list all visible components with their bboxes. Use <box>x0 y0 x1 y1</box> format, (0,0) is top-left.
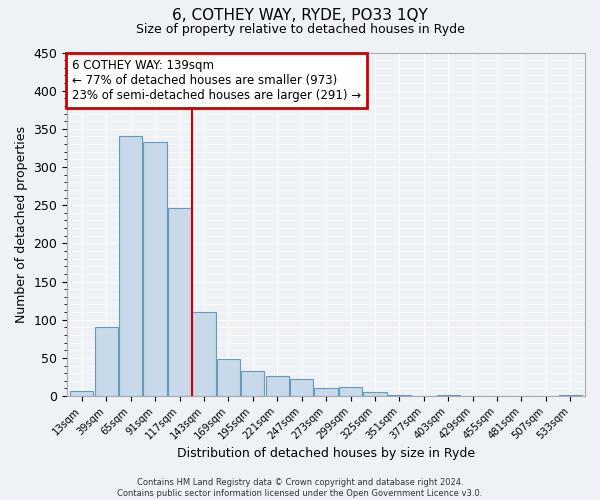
Bar <box>290 380 313 396</box>
Bar <box>168 208 191 396</box>
Bar <box>95 328 118 396</box>
Bar <box>388 394 411 396</box>
Bar <box>266 376 289 396</box>
Bar <box>143 142 167 396</box>
Bar <box>364 392 386 396</box>
Text: 6, COTHEY WAY, RYDE, PO33 1QY: 6, COTHEY WAY, RYDE, PO33 1QY <box>172 8 428 22</box>
Text: Contains HM Land Registry data © Crown copyright and database right 2024.
Contai: Contains HM Land Registry data © Crown c… <box>118 478 482 498</box>
Bar <box>70 391 94 396</box>
Bar <box>217 358 240 396</box>
Bar <box>193 312 215 396</box>
Text: 6 COTHEY WAY: 139sqm
← 77% of detached houses are smaller (973)
23% of semi-deta: 6 COTHEY WAY: 139sqm ← 77% of detached h… <box>73 60 361 102</box>
Text: Size of property relative to detached houses in Ryde: Size of property relative to detached ho… <box>136 22 464 36</box>
Bar <box>241 371 265 396</box>
Bar <box>339 387 362 396</box>
X-axis label: Distribution of detached houses by size in Ryde: Distribution of detached houses by size … <box>177 447 475 460</box>
Bar <box>119 136 142 396</box>
Bar <box>314 388 338 396</box>
Y-axis label: Number of detached properties: Number of detached properties <box>15 126 28 323</box>
